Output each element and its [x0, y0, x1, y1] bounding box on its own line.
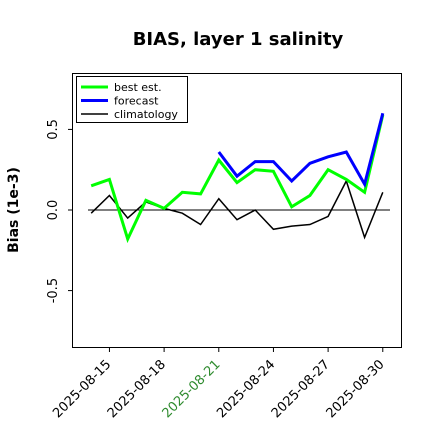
x-axis: 2025-08-152025-08-182025-08-212025-08-24…: [50, 347, 388, 421]
legend-label: forecast: [114, 95, 159, 108]
series-line-best-est: [90, 114, 385, 244]
y-tick-label: 0.5: [46, 119, 61, 140]
x-tick-label: 2025-08-30: [324, 357, 388, 421]
y-axis-label: Bias (1e-3): [6, 167, 22, 253]
y-tick-label: -0.5: [46, 278, 61, 303]
legend-box: [76, 76, 188, 123]
chart-title: BIAS, layer 1 salinity: [133, 29, 344, 50]
legend-label: climatology: [114, 108, 178, 121]
series-layer: [90, 112, 385, 244]
legend-label: best est.: [114, 81, 162, 94]
y-axis: 0.5 0.0 -0.5: [46, 119, 73, 303]
y-tick-label: 0.0: [46, 200, 61, 221]
series-line-forecast: [217, 112, 385, 189]
series-line-climatology: [90, 179, 384, 240]
